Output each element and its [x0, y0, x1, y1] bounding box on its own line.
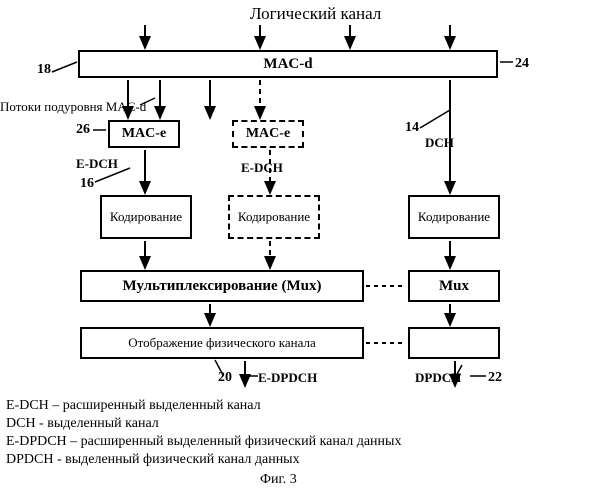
label-edch-1: E-DCH	[76, 156, 118, 172]
callout-16: 16	[80, 176, 94, 192]
legend-4: DPDCH - выделенный физический канал данн…	[6, 452, 300, 468]
box-coding-3: Кодирование	[408, 195, 500, 239]
title-label: Логический канал	[250, 4, 381, 24]
label-edpdch: E-DPDCH	[258, 370, 317, 386]
box-map-right	[408, 327, 500, 359]
box-mac-e: MAC-e	[108, 120, 180, 148]
callout-14: 14	[405, 120, 419, 136]
label-edch-2: E-DCH	[241, 160, 283, 176]
callout-flows: Потоки подуровня MAC-d	[0, 99, 146, 115]
legend-3: E-DPDCH – расширенный выделенный физичес…	[6, 434, 401, 450]
box-mux-1: Мультиплексирование (Mux)	[80, 270, 364, 302]
legend-2: DCH - выделенный канал	[6, 416, 159, 432]
callout-26: 26	[76, 122, 90, 138]
callout-24: 24	[515, 56, 529, 72]
figure-label: Фиг. 3	[260, 472, 297, 488]
callout-22: 22	[488, 370, 502, 386]
box-mux-2: Mux	[408, 270, 500, 302]
legend-1: E-DCH – расширенный выделенный канал	[6, 398, 261, 414]
box-map: Отображение физического канала	[80, 327, 364, 359]
box-mac-d: MAC-d	[78, 50, 498, 78]
box-coding-2: Кодирование	[228, 195, 320, 239]
label-dch: DCH	[425, 135, 454, 151]
callout-20: 20	[218, 370, 232, 386]
callout-18: 18	[37, 62, 51, 78]
box-coding-1: Кодирование	[100, 195, 192, 239]
label-dpdch: DPDCH	[415, 370, 461, 386]
box-mac-e-dashed: MAC-e	[232, 120, 304, 148]
